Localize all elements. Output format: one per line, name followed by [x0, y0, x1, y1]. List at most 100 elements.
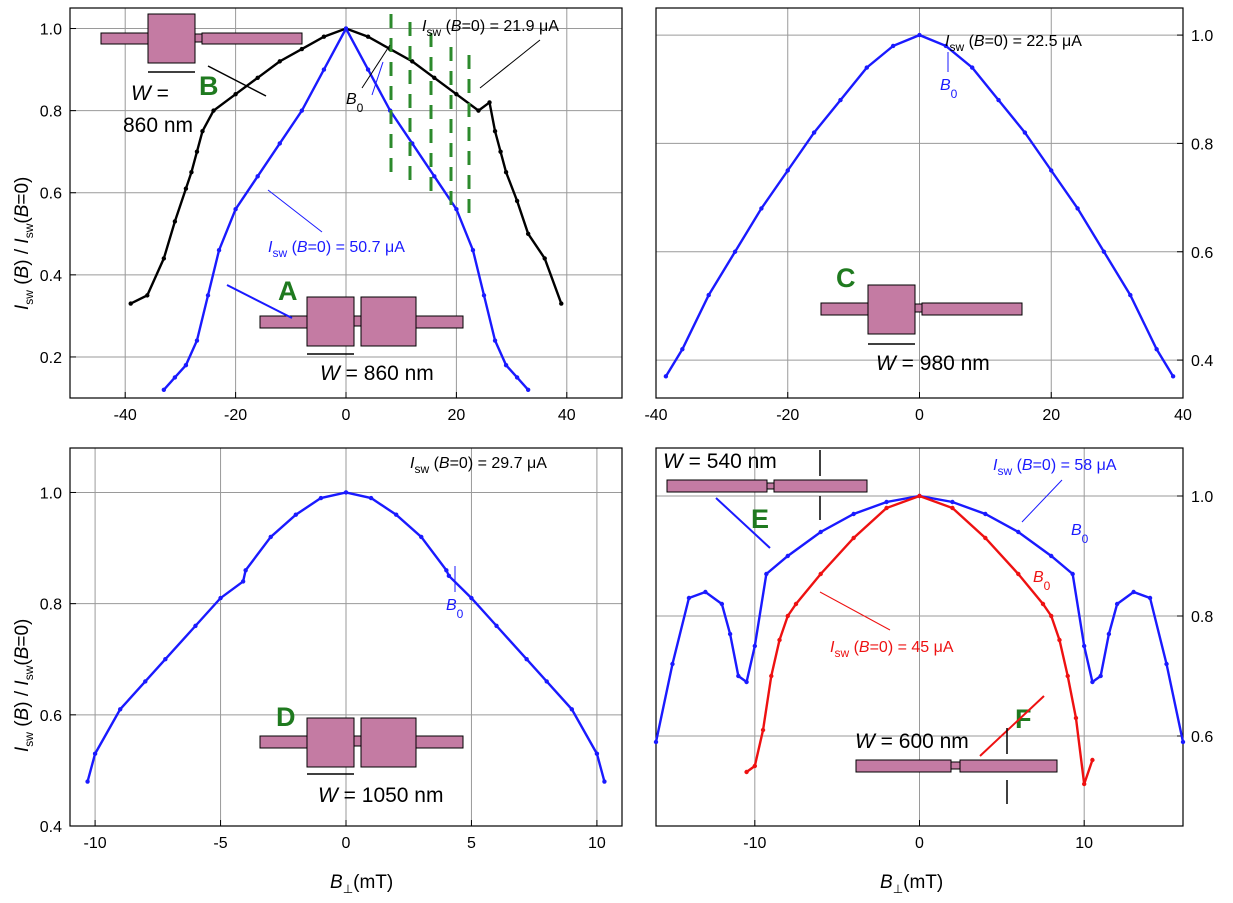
data-point-e	[653, 739, 659, 745]
data-point-a	[432, 174, 437, 179]
data-point-b	[211, 108, 216, 113]
data-point-c	[1128, 292, 1133, 298]
data-point-f	[752, 763, 758, 769]
data-point-e	[1016, 529, 1021, 535]
device-f-schematic	[855, 759, 1058, 773]
data-point-e	[983, 511, 988, 517]
letter-d: D	[276, 702, 296, 732]
data-point-f	[785, 613, 790, 619]
data-point-c	[1049, 168, 1054, 173]
device-d-schematic	[259, 717, 464, 768]
y-tick-label: 0.8	[1191, 609, 1213, 626]
data-point-d	[444, 568, 449, 573]
x-tick-label: 20	[1042, 407, 1060, 424]
arrow-f	[979, 695, 1045, 757]
isw-label-21.9: Isw (B=0) = 21.9 μA	[422, 18, 559, 39]
x-tick-label: 0	[342, 835, 351, 852]
data-point-f	[917, 493, 922, 499]
y-tick-label: 0.8	[40, 104, 62, 121]
data-point-a	[172, 375, 178, 380]
data-point-f	[983, 535, 988, 541]
data-point-a	[503, 362, 509, 368]
data-point-a	[299, 108, 305, 113]
letter-b: B	[199, 71, 219, 101]
w-label-c: W = 980 nm	[876, 352, 990, 375]
data-point-e	[727, 631, 733, 637]
data-point-b	[200, 128, 205, 134]
data-point-b	[189, 170, 194, 175]
x-tick-label: -40	[114, 407, 137, 424]
data-point-d	[544, 679, 549, 684]
data-point-c	[1022, 130, 1028, 135]
panel-top-right: -40 -20 0 20 40 0.4 0.6 0.8 1.0	[644, 7, 1213, 424]
data-point-b	[172, 219, 178, 224]
data-point-a	[343, 26, 349, 31]
panel-top-left: -40 -20 0 20 40 0.2 0.4 0.6 0.8 1.0	[40, 7, 623, 424]
letter-c: C	[836, 263, 856, 293]
data-point-f	[1016, 571, 1021, 577]
data-point-a	[470, 248, 476, 253]
data-point-f	[1049, 613, 1054, 619]
x-tick-label: -10	[84, 835, 107, 852]
data-point-c	[706, 292, 711, 298]
data-point-e	[1070, 571, 1075, 577]
data-point-b	[525, 231, 531, 236]
letter-e: E	[751, 504, 769, 534]
data-point-c	[943, 43, 949, 49]
data-point-f	[1081, 781, 1087, 787]
letter-f: F	[1015, 704, 1032, 734]
data-point-e	[1180, 739, 1186, 745]
x-tick-label: -20	[224, 407, 247, 424]
data-point-b	[277, 59, 282, 64]
data-point-e	[1164, 661, 1169, 667]
data-point-d	[602, 779, 607, 784]
data-point-b	[559, 301, 564, 306]
w-label-e: W = 540 nm	[663, 450, 777, 473]
w-label-b: W =	[131, 82, 169, 105]
data-point-e	[1090, 679, 1095, 685]
y-tick-label: 1.0	[1191, 28, 1213, 45]
data-point-e	[719, 601, 725, 607]
data-point-e	[1147, 595, 1153, 601]
data-point-d	[446, 573, 452, 579]
data-point-a	[216, 248, 222, 253]
device-a-schematic	[259, 296, 464, 347]
data-point-e	[884, 499, 889, 505]
data-point-c	[1154, 347, 1159, 352]
data-point-e	[686, 595, 692, 601]
data-point-c	[1075, 206, 1080, 211]
data-point-c	[917, 32, 922, 38]
data-point-f	[884, 505, 889, 511]
data-point-c	[680, 347, 685, 352]
x-tick-label: -5	[213, 835, 227, 852]
b0-arrow-black	[361, 44, 391, 89]
data-point-a	[321, 67, 327, 72]
data-point-a	[183, 362, 189, 368]
data-point-e	[1131, 589, 1136, 595]
x-tick-label: 10	[588, 835, 606, 852]
data-point-c	[732, 249, 738, 254]
w-label-a: W = 860 nm	[320, 362, 434, 385]
data-point-b	[503, 170, 509, 175]
y-tick-label: 0.4	[1191, 353, 1213, 370]
data-point-d	[393, 512, 399, 517]
b0-label-bottom-left: B0	[446, 597, 464, 621]
device-c-schematic	[820, 284, 1023, 335]
data-point-a	[454, 206, 459, 212]
x-tick-label: 0	[342, 407, 351, 424]
data-point-e	[744, 679, 749, 685]
data-point-d	[419, 534, 424, 540]
data-point-c	[1101, 249, 1107, 254]
data-point-a	[365, 67, 371, 72]
y-tick-label: 1.0	[40, 22, 62, 39]
x-tick-label: 0	[915, 835, 924, 852]
data-point-e	[752, 643, 758, 649]
data-point-f	[1090, 757, 1095, 763]
data-point-e	[764, 571, 769, 577]
data-point-b	[492, 128, 498, 134]
data-point-d	[92, 751, 98, 756]
data-point-c	[663, 374, 669, 379]
data-point-d	[594, 751, 600, 756]
data-point-d	[293, 512, 299, 517]
